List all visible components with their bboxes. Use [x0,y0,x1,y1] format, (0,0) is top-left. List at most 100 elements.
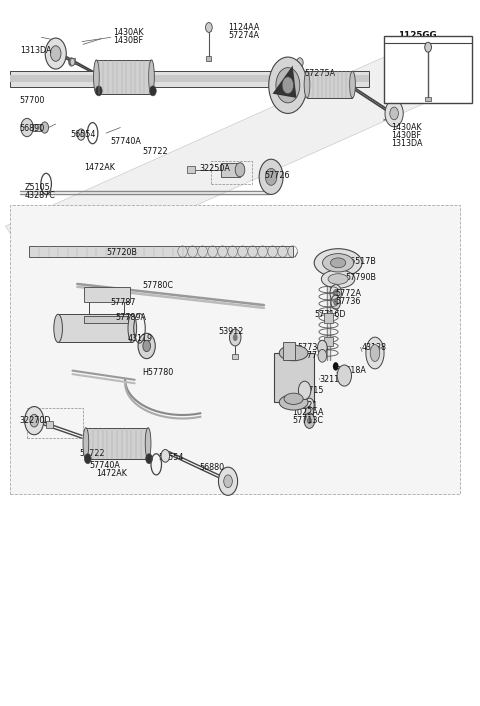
Text: 57787: 57787 [111,298,136,307]
Circle shape [69,58,74,66]
Circle shape [342,372,347,379]
Text: P57712: P57712 [298,351,328,359]
Circle shape [150,86,156,96]
Bar [46,421,53,429]
Text: Z5105: Z5105 [24,183,50,192]
Circle shape [385,100,403,127]
Ellipse shape [349,71,355,98]
Circle shape [321,345,324,350]
Text: 57716D: 57716D [314,310,346,318]
Circle shape [80,133,83,137]
Bar [211,162,252,184]
Text: 57700: 57700 [20,96,45,105]
Bar [33,124,45,131]
Text: 57790B: 57790B [345,273,376,282]
Circle shape [21,119,33,137]
Text: 57713C: 57713C [293,416,324,425]
Ellipse shape [145,428,151,459]
Bar [274,353,314,402]
Bar [232,354,238,359]
Text: 57718A: 57718A [336,366,367,375]
Text: 57789A: 57789A [116,313,146,321]
Text: 1124AA: 1124AA [228,23,259,32]
Text: 1472AK: 1472AK [96,469,127,478]
Circle shape [334,299,337,305]
Text: 32250A: 32250A [199,164,230,173]
Circle shape [330,285,341,301]
Text: 24721: 24721 [293,400,318,409]
Circle shape [235,163,245,176]
Circle shape [218,467,238,496]
Ellipse shape [54,314,62,342]
Circle shape [30,414,38,427]
Bar [425,97,431,101]
Text: 43138: 43138 [362,343,387,352]
Bar [86,428,148,459]
Bar [69,59,75,64]
Circle shape [302,387,307,394]
Circle shape [50,46,61,61]
Ellipse shape [94,60,99,94]
Text: 32113B: 32113B [319,375,349,383]
Bar [187,167,194,174]
Text: 57274A: 57274A [228,31,259,40]
Text: 57275A: 57275A [305,68,336,78]
Text: 1430AK: 1430AK [113,28,144,37]
Polygon shape [10,205,460,494]
Circle shape [276,68,300,103]
Ellipse shape [279,345,308,361]
Circle shape [77,129,85,140]
Circle shape [299,381,311,400]
Polygon shape [273,66,297,98]
Circle shape [70,59,75,66]
Bar [221,163,240,176]
Circle shape [233,334,238,341]
Circle shape [41,122,48,133]
Text: 57720B: 57720B [106,248,137,257]
Bar [84,316,128,323]
Text: 1430AK: 1430AK [391,123,421,132]
Ellipse shape [83,428,89,459]
Text: 1430BF: 1430BF [113,35,143,44]
Text: 57736A: 57736A [298,343,328,352]
Circle shape [84,454,91,464]
Circle shape [425,42,432,52]
Circle shape [96,86,102,96]
Circle shape [143,340,151,352]
Bar [206,56,211,61]
Circle shape [304,413,315,429]
Bar [324,313,333,323]
Bar [27,408,84,438]
Text: 57736: 57736 [336,297,361,306]
Circle shape [164,454,167,458]
Circle shape [308,418,312,424]
Ellipse shape [366,337,384,369]
Text: H57780: H57780 [142,368,173,376]
Text: 32270D: 32270D [20,416,51,425]
Ellipse shape [284,393,303,405]
Circle shape [265,169,277,185]
Ellipse shape [149,60,155,94]
Bar [283,342,295,360]
Circle shape [269,57,307,114]
Circle shape [161,450,169,462]
Text: 1313DA: 1313DA [391,138,422,148]
Text: 43119: 43119 [128,335,153,343]
Circle shape [390,107,398,120]
Text: 57780C: 57780C [142,281,173,290]
Circle shape [337,365,351,386]
Text: 57740A: 57740A [111,137,142,146]
Text: 1125GG: 1125GG [398,32,437,40]
Bar [29,246,293,257]
Circle shape [318,340,327,354]
Text: 1472AK: 1472AK [84,163,115,172]
Text: 57726: 57726 [264,171,289,180]
Ellipse shape [330,258,346,268]
Text: 1022AA: 1022AA [293,408,324,417]
Text: 53912: 53912 [218,328,244,336]
Circle shape [297,58,303,68]
Text: 43287C: 43287C [24,191,56,200]
Circle shape [331,295,340,309]
Circle shape [45,38,66,69]
Circle shape [305,398,314,412]
